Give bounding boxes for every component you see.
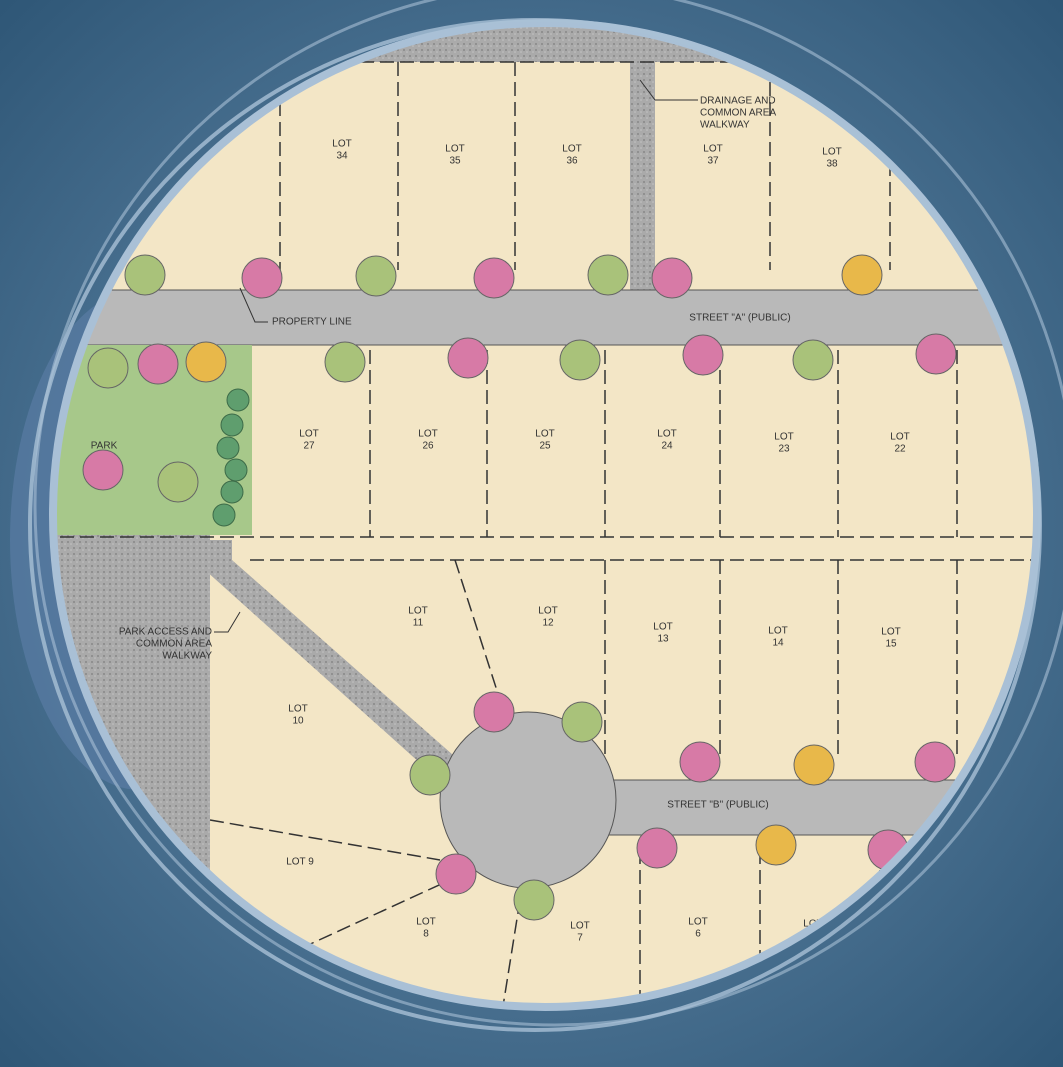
lot-number: 36: [566, 156, 578, 167]
tree: [87, 347, 129, 389]
shrub: [220, 413, 244, 437]
lot-label: LOT: [570, 921, 589, 932]
tree: [124, 254, 166, 296]
tree: [682, 334, 724, 376]
rings: [28, 0, 1063, 1032]
street-a: [55, 289, 1035, 346]
tree: [137, 343, 179, 385]
tree: [473, 691, 515, 733]
shrub: [224, 458, 248, 482]
park-label: PARK: [91, 441, 118, 452]
lot-label: LOT: [535, 429, 554, 440]
leader: [239, 287, 268, 323]
drainage-label: DRAINAGE AND: [700, 96, 776, 107]
park-access-walkway: [205, 540, 470, 790]
tree: [636, 827, 678, 869]
lot-label: LOT: [332, 139, 351, 150]
leader: [214, 611, 241, 633]
lot-number: 15: [885, 639, 897, 650]
tree: [755, 824, 797, 866]
lot-label: LOT: [562, 144, 581, 155]
tree: [561, 701, 603, 743]
lot-label: LOT: [445, 144, 464, 155]
lot-number: 24: [661, 441, 673, 452]
lot-number: 26: [422, 441, 434, 452]
tree: [157, 461, 199, 503]
shrub: [220, 480, 244, 504]
lot-label: LOT: [688, 917, 707, 928]
tree: [447, 337, 489, 379]
tree: [324, 341, 366, 383]
lot-label: LOT: [774, 432, 793, 443]
lot-number: 37: [707, 156, 719, 167]
lot-label: LOT: [299, 429, 318, 440]
park-access-label: COMMON AREA: [136, 639, 212, 650]
drainage-label: COMMON AREA: [700, 108, 776, 119]
drainage-walkway: [630, 62, 655, 290]
tree: [82, 449, 124, 491]
tree: [559, 339, 601, 381]
lot-number: 22: [894, 444, 906, 455]
tree: [792, 339, 834, 381]
lot-label: LOT: [418, 429, 437, 440]
tree: [473, 257, 515, 299]
lot-label: LOT: [653, 622, 672, 633]
drainage-label: WALKWAY: [700, 120, 750, 131]
park-access-label: PARK ACCESS AND: [119, 627, 212, 638]
tree: [679, 741, 721, 783]
lot-label: LOT: [408, 606, 427, 617]
tree: [513, 879, 555, 921]
tree: [651, 257, 693, 299]
lot-number: 27: [303, 441, 315, 452]
tree: [915, 333, 957, 375]
lot-lines: [55, 61, 1035, 1005]
tree: [793, 744, 835, 786]
shrub: [216, 436, 240, 460]
lot-number: 14: [772, 638, 784, 649]
lot-label: LOT: [703, 144, 722, 155]
tree: [841, 254, 883, 296]
lot-number: 6: [695, 929, 701, 940]
lot-label: LOT 9: [286, 857, 314, 868]
tree: [435, 853, 477, 895]
street-label: PROPERTY LINE: [272, 317, 352, 328]
tree: [409, 754, 451, 796]
leader: [639, 79, 656, 101]
lot-label: LOT: [416, 917, 435, 928]
lot-number: 23: [778, 444, 790, 455]
shrub: [212, 503, 236, 527]
trees: [82, 254, 957, 921]
lot-number: 25: [539, 441, 551, 452]
street-label: STREET "A" (PUBLIC): [689, 313, 790, 324]
lot-number: 34: [336, 151, 348, 162]
lot-number: 12: [542, 618, 554, 629]
tree: [185, 341, 227, 383]
park-access-label: WALKWAY: [162, 651, 212, 662]
lot-label: LOT: [768, 626, 787, 637]
lot-label: LOT: [822, 147, 841, 158]
tree: [241, 257, 283, 299]
lot-number: 13: [657, 634, 669, 645]
lot-number: 8: [423, 929, 429, 940]
lot-number: 10: [292, 716, 304, 727]
shrub: [226, 388, 250, 412]
lot-label: LOT: [538, 606, 557, 617]
lot-label: LOT: [890, 432, 909, 443]
lot-label: LOT: [881, 627, 900, 638]
lot-label: LOT: [288, 704, 307, 715]
tree: [914, 741, 956, 783]
tree: [355, 255, 397, 297]
lot-number: 11: [413, 618, 424, 629]
labels: LOT34LOT35LOT36LOT37LOT38LOT27LOT26LOT25…: [91, 79, 910, 944]
street-label: STREET "B" (PUBLIC): [667, 800, 768, 811]
lot-label: LOT: [657, 429, 676, 440]
lot-number: 35: [449, 156, 461, 167]
tree: [587, 254, 629, 296]
lot-number: 7: [577, 933, 583, 944]
lot-number: 38: [826, 159, 838, 170]
